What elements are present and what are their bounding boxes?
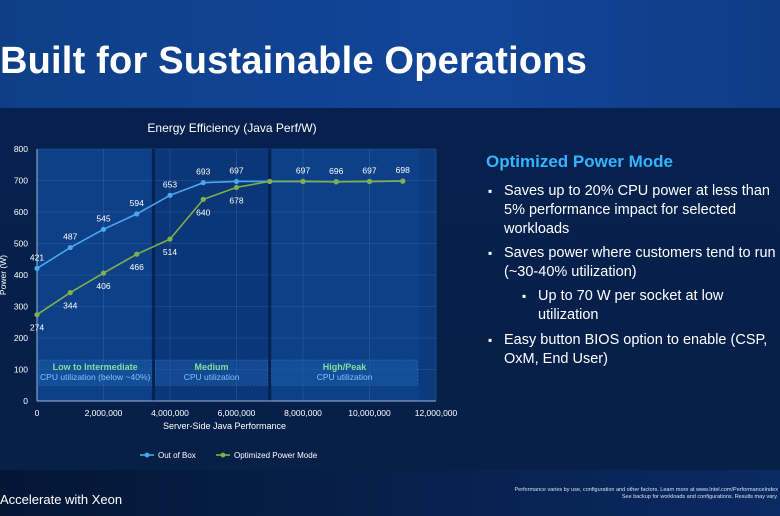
data-point xyxy=(100,226,107,232)
data-label: 344 xyxy=(63,301,77,311)
optimized-power-panel: Optimized Power Mode Saves up to 20% CPU… xyxy=(486,152,776,374)
footer-disclaimer: Performance varies by use, configuration… xyxy=(478,487,778,501)
data-label: 406 xyxy=(96,281,110,291)
data-label: 693 xyxy=(196,167,210,177)
legend-marker xyxy=(144,452,150,458)
data-point xyxy=(400,178,406,184)
data-point xyxy=(134,211,140,217)
data-point xyxy=(366,178,373,185)
x-tick-label: 4,000,000 xyxy=(151,408,189,418)
y-tick-label: 100 xyxy=(14,365,28,375)
y-tick-label: 300 xyxy=(14,302,28,312)
x-axis-label: Server-Side Java Performance xyxy=(163,421,286,431)
y-tick-label: 500 xyxy=(14,239,28,249)
x-tick-label: 8,000,000 xyxy=(284,408,322,418)
data-point xyxy=(67,244,73,251)
data-label: 697 xyxy=(229,165,243,175)
data-label: 640 xyxy=(196,207,210,217)
data-label: 697 xyxy=(296,165,310,175)
y-tick-label: 600 xyxy=(14,207,28,217)
data-label: 678 xyxy=(229,195,243,205)
data-label: 594 xyxy=(130,198,144,208)
region-title: Low to Intermediate xyxy=(53,362,138,372)
data-point xyxy=(300,178,306,185)
footer-band xyxy=(0,470,780,516)
bullet-bios-option: Easy button BIOS option to enable (CSP, … xyxy=(486,331,776,369)
data-point xyxy=(267,178,273,185)
bullet-utilization: Saves power where customers tend to run … xyxy=(486,244,776,282)
data-point xyxy=(333,179,339,185)
data-point xyxy=(233,184,240,191)
region-title: Medium xyxy=(195,362,229,372)
bullet-power-savings: Saves up to 20% CPU power at less than 5… xyxy=(486,182,776,239)
y-axis-label: Power (W) xyxy=(0,255,8,295)
legend-marker xyxy=(220,452,226,458)
legend-label: Optimized Power Mode xyxy=(234,451,318,460)
sub-bullet-per-socket: Up to 70 W per socket at low utilization xyxy=(486,287,776,325)
data-label: 696 xyxy=(329,166,343,176)
region-subtitle: CPU utilization xyxy=(184,372,240,382)
footer-tagline: Accelerate with Xeon xyxy=(0,492,123,507)
header-band xyxy=(0,0,780,108)
data-label: 653 xyxy=(163,179,177,189)
x-tick-label: 6,000,000 xyxy=(218,408,256,418)
data-label: 545 xyxy=(96,213,110,223)
data-point xyxy=(200,196,206,202)
panel-title: Optimized Power Mode xyxy=(486,152,674,171)
data-label: 274 xyxy=(30,323,44,333)
x-tick-label: 2,000,000 xyxy=(85,408,123,418)
legend-label: Out of Box xyxy=(158,451,196,460)
data-label: 698 xyxy=(396,165,410,175)
y-tick-label: 400 xyxy=(14,270,28,280)
data-point xyxy=(167,192,173,198)
data-label: 514 xyxy=(163,247,177,257)
data-label: 421 xyxy=(30,252,44,262)
data-point xyxy=(200,180,206,186)
x-tick-label: 10,000,000 xyxy=(348,408,391,418)
data-point xyxy=(167,236,173,242)
data-point xyxy=(34,312,40,318)
region-label-box xyxy=(155,359,269,386)
chart-title: Energy Efficiency (Java Perf/W) xyxy=(147,121,317,135)
region-title: High/Peak xyxy=(323,362,368,372)
x-tick-label: 0 xyxy=(35,408,40,418)
energy-efficiency-chart: 0 100 200 300 400 500 600 700 800 0 2,000,000 4,000… xyxy=(0,144,458,460)
data-point xyxy=(34,265,40,271)
data-point xyxy=(134,251,140,257)
data-point xyxy=(233,178,240,185)
y-tick-label: 800 xyxy=(14,144,28,154)
y-tick-label: 700 xyxy=(14,176,28,186)
region-label-box xyxy=(38,359,152,386)
series-line xyxy=(36,180,403,316)
footer-note-line-2: See backup for workloads and configurati… xyxy=(621,494,778,500)
data-label: 697 xyxy=(362,165,376,175)
data-point xyxy=(100,270,107,276)
data-point xyxy=(67,290,73,296)
data-label: 466 xyxy=(130,262,144,272)
footer-note-line-1: Performance varies by use, configuration… xyxy=(514,487,778,493)
slide-title: Built for Sustainable Operations xyxy=(0,40,588,82)
region-subtitle: CPU utilization xyxy=(317,372,373,382)
y-tick-label: 200 xyxy=(14,333,28,343)
data-label: 487 xyxy=(63,232,77,242)
y-tick-label: 0 xyxy=(23,396,28,406)
region-label-box xyxy=(271,359,418,386)
region-subtitle: CPU utilization (below ~40%) xyxy=(40,372,150,382)
x-tick-label: 12,000,000 xyxy=(415,408,458,418)
